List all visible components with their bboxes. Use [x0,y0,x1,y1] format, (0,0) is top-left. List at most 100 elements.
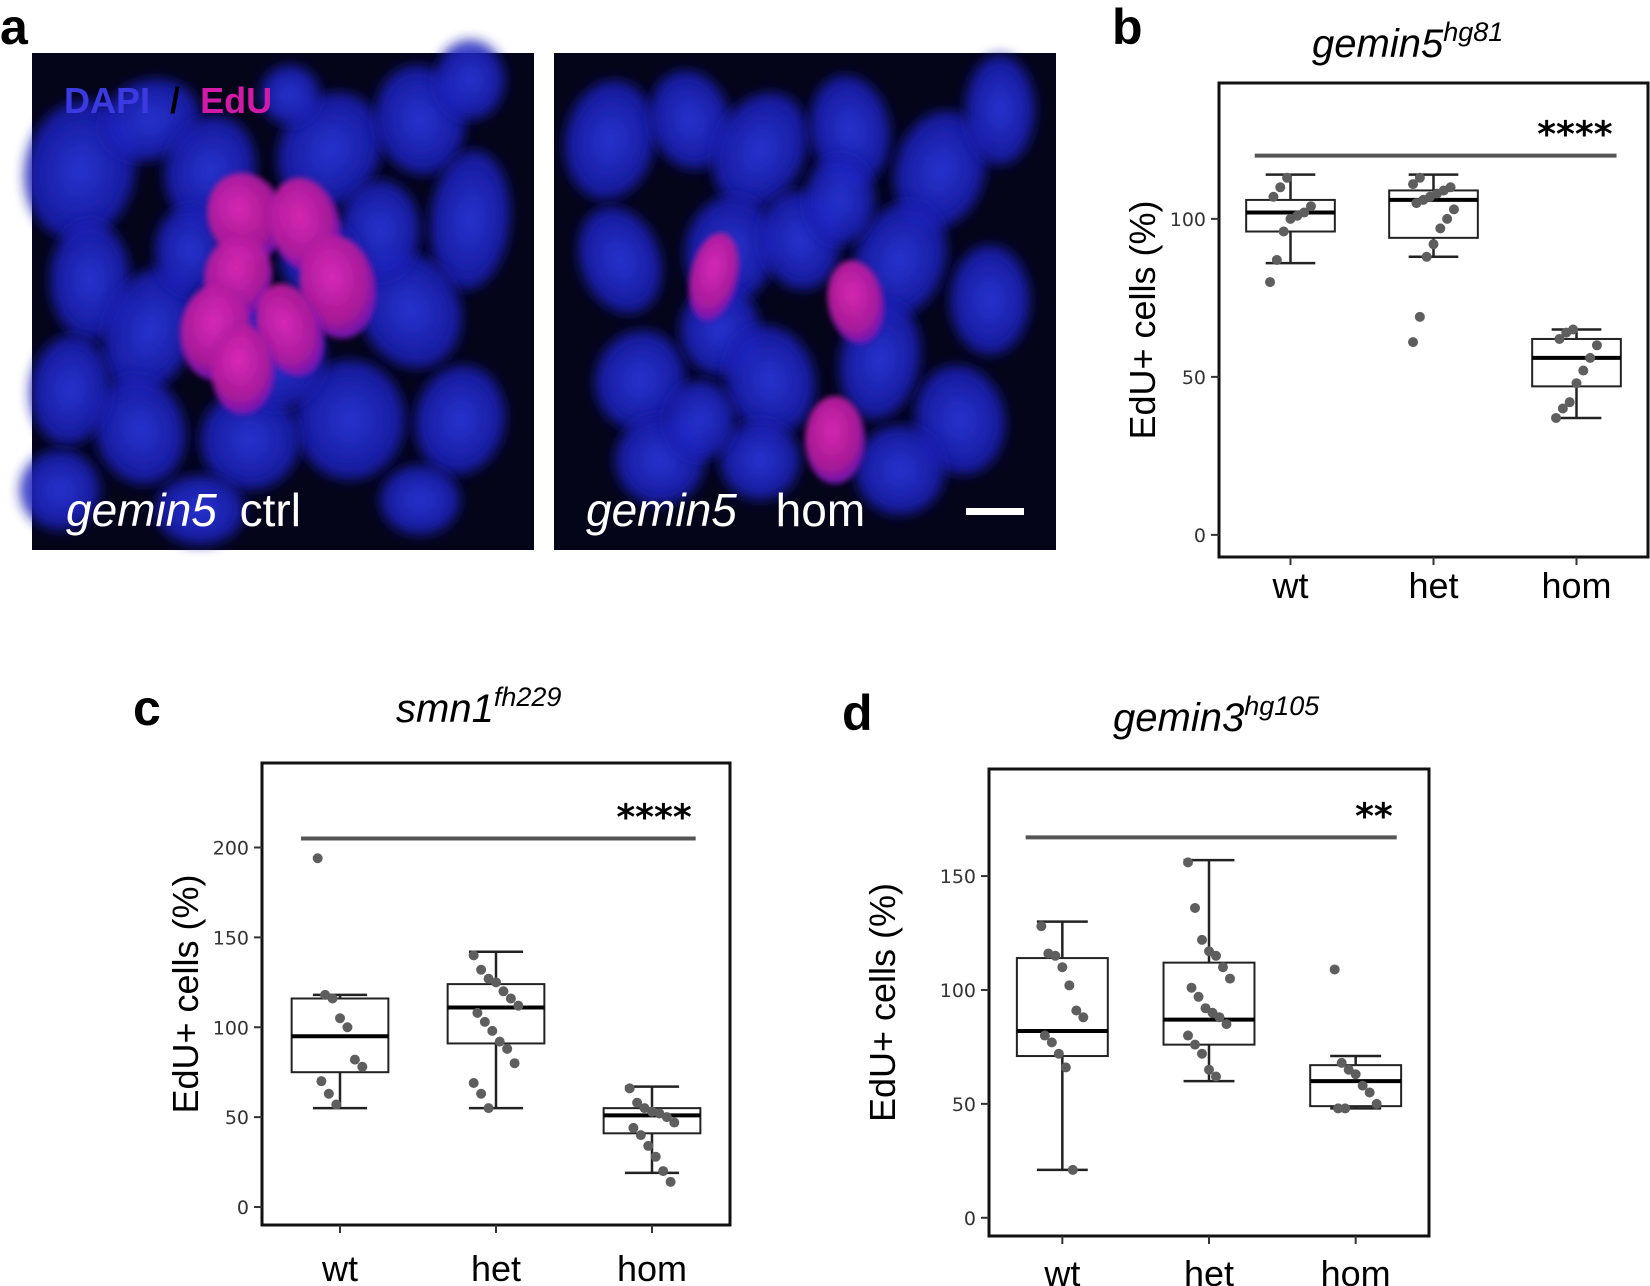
data-point [1275,182,1286,193]
data-point [1060,1062,1071,1073]
data-point [1193,991,1204,1002]
data-point [1210,1071,1221,1082]
micrograph-ctrl-label: gemin5 ctrl [66,484,301,536]
data-point [327,993,338,1004]
micrograph-ctrl: DAPI / EdU gemin5 ctrl [20,40,534,550]
x-tick-label-hom: hom [1321,1253,1391,1286]
data-point [1371,1098,1382,1109]
dapi-nucleus-22 [155,475,245,545]
significance-label: **** [616,798,691,839]
data-point [1428,239,1439,250]
dapi-nucleus-8 [358,251,462,369]
dapi-nucleus-9 [414,365,506,475]
y-tick-label: 100 [213,1017,249,1039]
data-point [476,964,487,975]
dapi-nucleus-11 [200,390,300,490]
y-tick-label: 50 [952,1094,976,1116]
data-point [1414,172,1425,183]
data-point [661,1112,672,1123]
data-point [1064,980,1075,991]
x-tick-label-het: het [1184,1253,1234,1286]
data-point [1265,277,1276,288]
dapi-nucleus-7 [429,150,511,290]
micrograph-hom: gemin5 hom [554,53,1056,550]
plot-title-allele: hg81 [1443,17,1503,47]
stain-legend-edu: EdU [200,80,272,121]
panel-letter-d: d [842,685,873,741]
dapi-nucleus-13 [29,335,111,445]
data-point [498,986,509,997]
scale-bar [966,508,1024,515]
data-point [632,1097,643,1108]
data-point [1557,403,1568,414]
data-point [1578,365,1589,376]
chart-c: c smn1fh229 EdU+ cells (%) 0 50 100 150 200 wt he… [133,680,732,1286]
data-point [468,1077,479,1088]
data-point [502,1043,513,1054]
data-point [1224,973,1235,984]
dapi-nucleus-13 [724,325,816,435]
svg-text:DAPI / EdU: DAPI / EdU [64,80,272,121]
panel-letter-a: a [0,0,29,55]
data-point [1554,333,1565,344]
data-point [1078,1012,1089,1023]
data-point [1214,1012,1225,1023]
data-point [1571,378,1582,389]
data-point [487,1025,498,1036]
dapi-nucleus-16 [260,65,320,125]
data-point [1564,397,1575,408]
dapi-nucleus-12 [94,375,186,485]
data-point [669,1117,680,1128]
x-tick-label-wt: wt [1043,1253,1080,1286]
data-point [1333,1103,1344,1114]
y-tick-label: 0 [237,1197,249,1219]
data-point [1357,1080,1368,1091]
y-axis-label: EdU+ cells (%) [862,883,903,1122]
box-iqr [1015,957,1109,1058]
dapi-nucleus-2 [711,92,809,208]
plot-title-gene: gemin5 [1312,22,1444,66]
data-point [509,1058,520,1069]
data-point [505,993,516,1004]
dapi-nucleus-20 [435,40,505,120]
data-point [323,1088,334,1099]
data-point [1305,201,1316,212]
data-point [349,1054,360,1065]
box-wt [1015,920,1109,1172]
dapi-nucleus-21 [20,450,100,530]
data-point [513,1000,524,1011]
data-point [476,1088,487,1099]
data-point [1197,934,1208,945]
data-point [316,1076,327,1087]
x-tick-label-hom: hom [617,1248,687,1286]
data-point [1057,962,1068,973]
x-tick-label-wt: wt [321,1248,358,1286]
box-hom [1531,328,1622,420]
panel-letter-c: c [133,680,161,736]
data-point [1435,223,1446,234]
micrograph-ctrl-gene: gemin5 [66,484,217,536]
dapi-nucleus-20 [665,380,735,460]
stain-legend-dapi: DAPI [64,80,150,121]
plot-title-allele: fh229 [494,682,562,712]
data-point [1421,251,1432,262]
data-point [1350,1069,1361,1080]
data-point [1204,1064,1214,1075]
y-tick-label: 150 [940,866,976,888]
significance-label: ** [1355,796,1393,837]
box-hom [1309,1054,1403,1110]
data-point [1551,412,1562,423]
micrograph-hom-label: gemin5 hom [586,484,865,536]
edu-nucleus-2 [805,396,865,484]
x-tick-label-het: het [471,1248,521,1286]
y-axis-label: EdU+ cells (%) [165,874,206,1113]
y-tick-label: 50 [225,1107,249,1129]
data-point [1039,1030,1050,1041]
micrograph-ctrl-condition: ctrl [240,484,301,536]
plot-title-b: gemin5hg81 [1312,17,1503,66]
data-point [1591,340,1602,351]
y-tick-label: 100 [940,980,976,1002]
significance-label: **** [1537,115,1612,156]
data-point [335,1013,345,1024]
chart-b: b gemin5hg81 EdU+ cells (%) 0 50 100 wt het hom *… [1112,0,1650,606]
